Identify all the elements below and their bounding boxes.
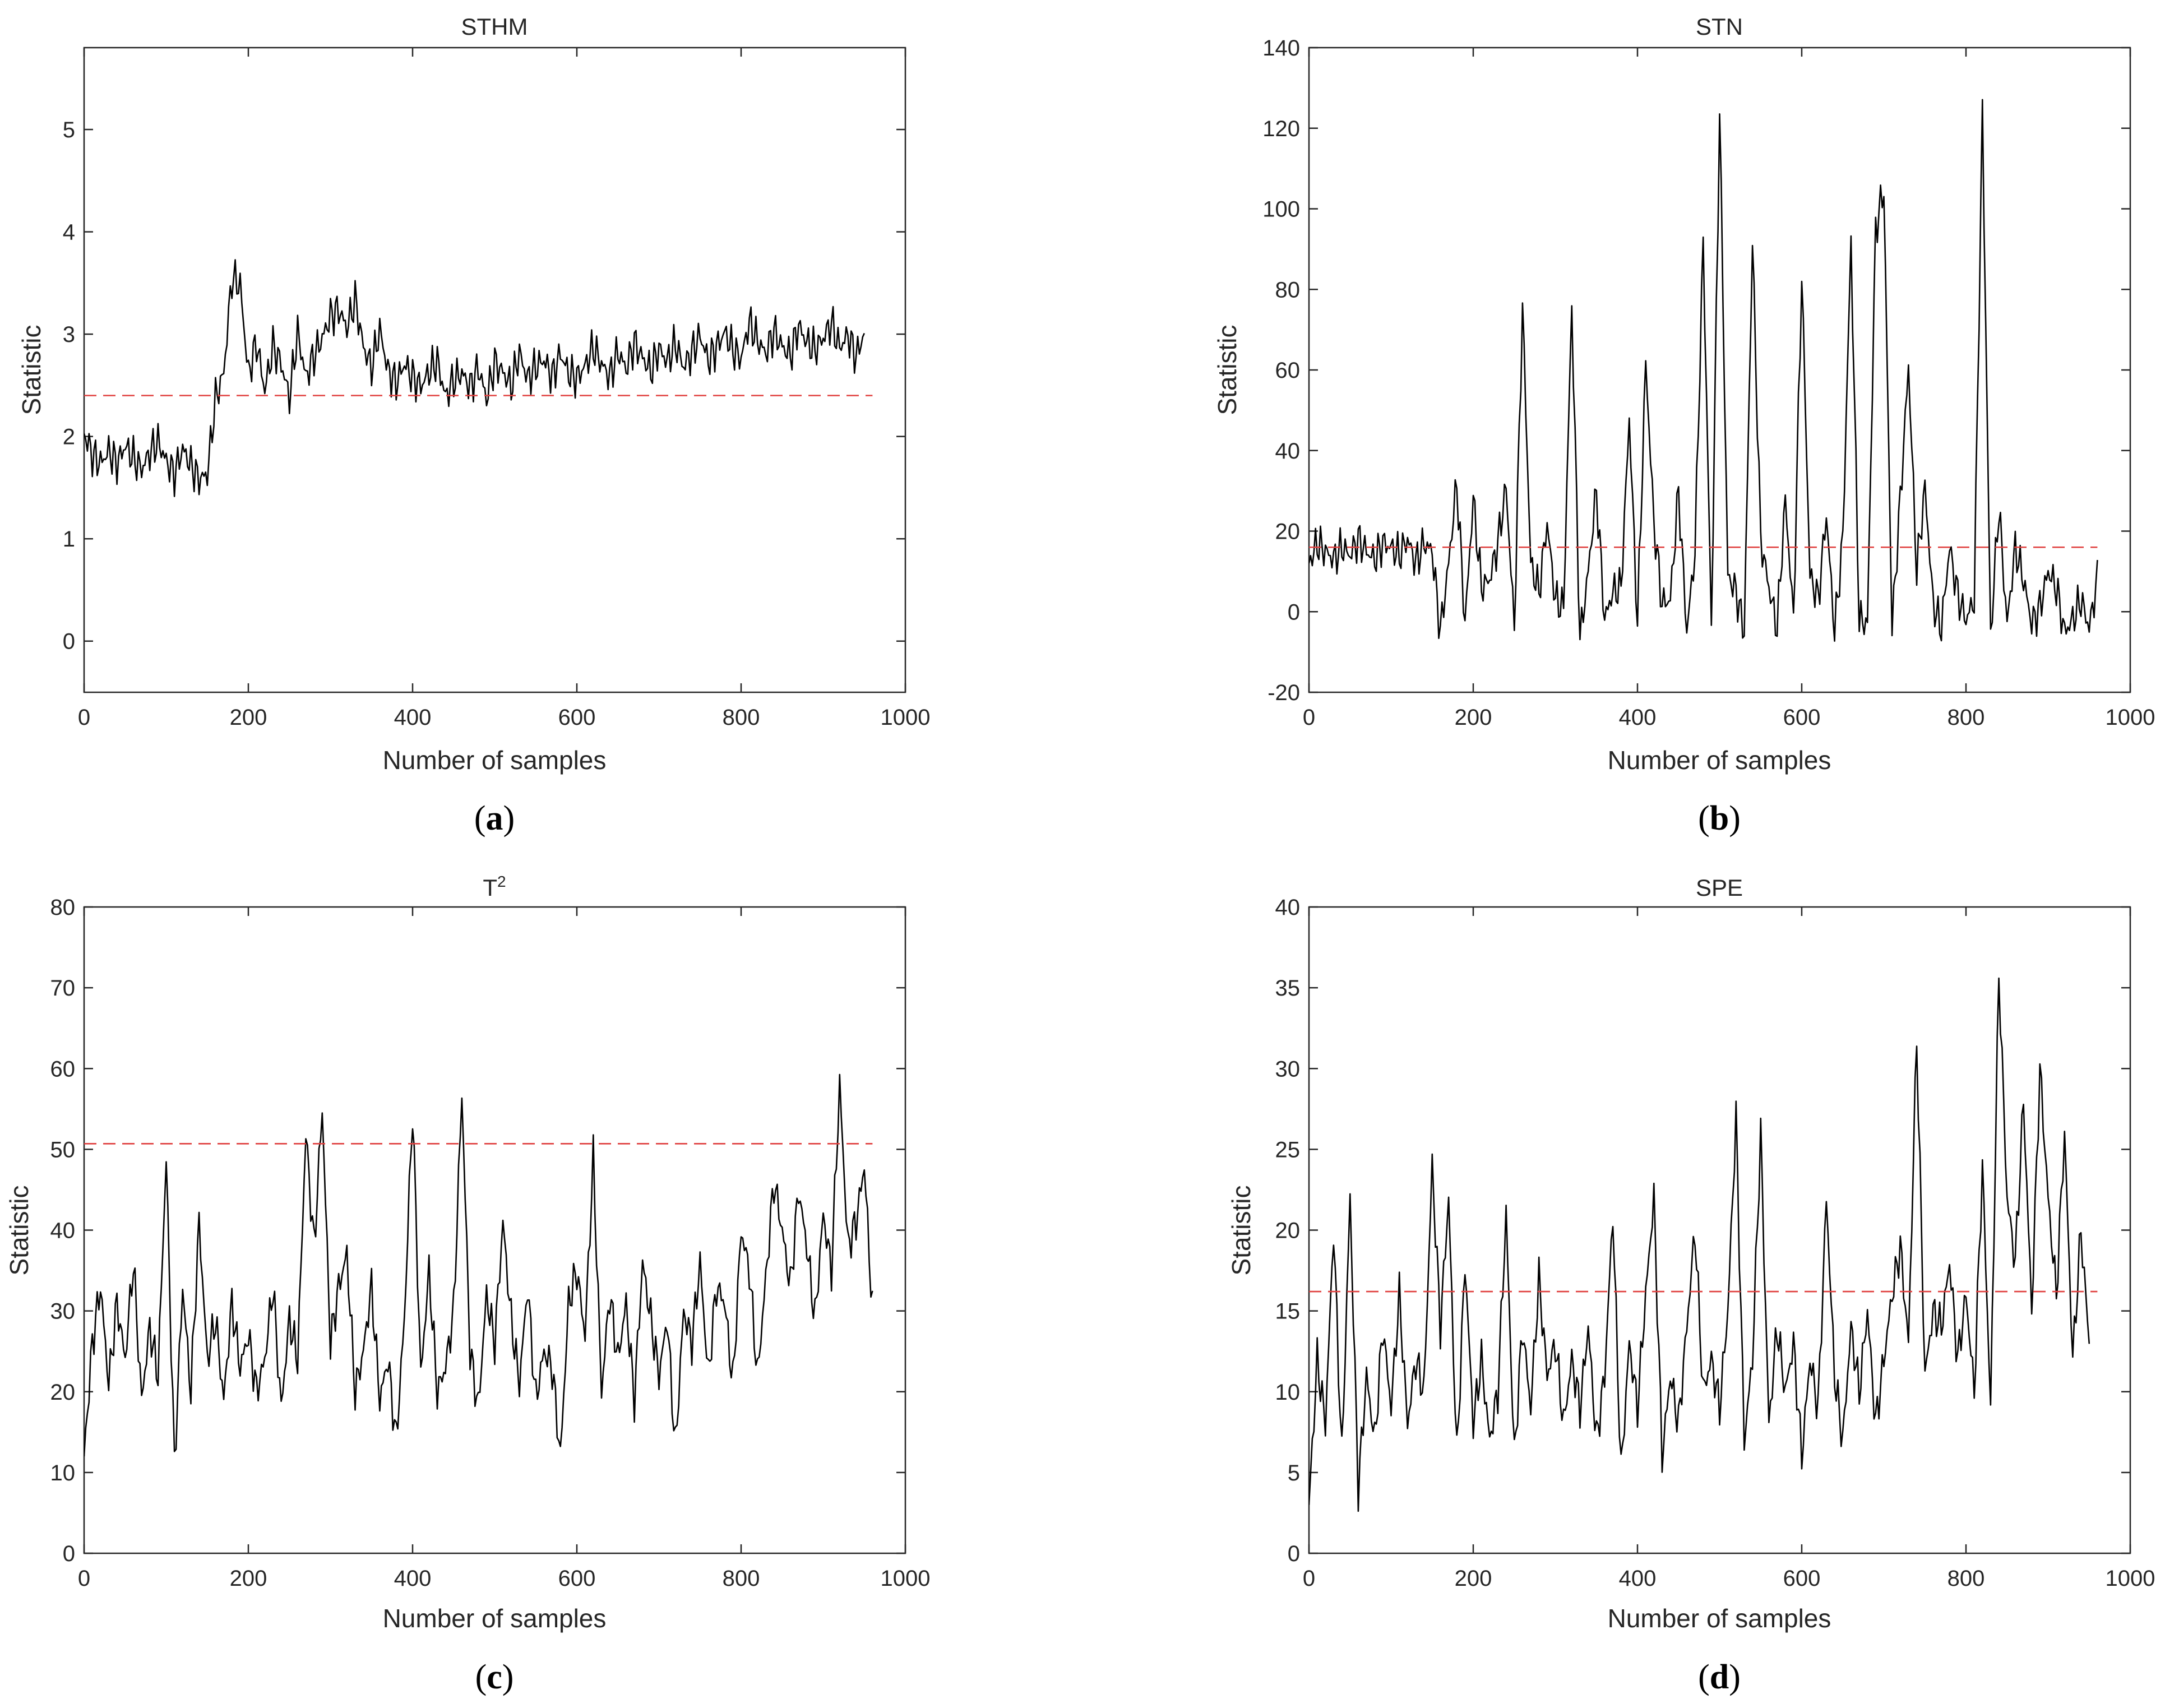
panel-a-xtick-label: 400 xyxy=(394,705,432,730)
panel-a-ytick-label: 1 xyxy=(63,527,75,552)
panel-c-ytick-label: 40 xyxy=(50,1219,76,1243)
panel-a-series-line xyxy=(84,259,865,497)
panel-b-ytick-label: 0 xyxy=(1288,600,1300,624)
panel-a-ytick-label: 2 xyxy=(63,425,75,450)
panel-b-ytick-label: -20 xyxy=(1267,681,1300,705)
panel-c-ytick-label: 70 xyxy=(50,976,76,1001)
panel-c-xtick-label: 0 xyxy=(78,1566,90,1591)
panel-a-ytick-label: 4 xyxy=(63,220,75,245)
panel-d-xtick-label: 1000 xyxy=(2106,1566,2155,1591)
panel-b-caption-letter: b xyxy=(1710,799,1729,837)
panel-c-plot: 0 200 400 600 800 1000 0 10 20 30 40 50 60 70 80 xyxy=(50,895,931,1591)
panel-d-series-line xyxy=(1309,977,2090,1512)
panel-d-ylabel: Statistic xyxy=(1227,1185,1256,1275)
panel-c-ytick-label: 0 xyxy=(63,1542,75,1566)
panel-c-title: T2 xyxy=(483,873,506,901)
panel-a-ytick-label: 3 xyxy=(63,322,75,347)
panel-d-xtick-label: 600 xyxy=(1783,1566,1821,1591)
panel-a-title: STHM xyxy=(461,13,528,40)
panel-d-ytick-label: 5 xyxy=(1288,1461,1300,1485)
panel-a-title-main: STHM xyxy=(461,13,528,40)
panel-b-ytick-label: 140 xyxy=(1262,36,1300,61)
panel-b: STN Statistic Number of samples (b) xyxy=(1213,13,1831,837)
panel-a-caption-letter: a xyxy=(486,799,503,837)
panel-a-ylabel: Statistic xyxy=(17,325,46,415)
panel-c-caption: (c) xyxy=(475,1658,514,1696)
panel-b-ylabel: Statistic xyxy=(1213,325,1242,415)
panel-b-ytick-label: 60 xyxy=(1275,358,1301,383)
panel-d-xlabel: Number of samples xyxy=(1608,1604,1831,1633)
panel-b-series-line xyxy=(1309,99,2098,642)
panel-c-ytick-label: 20 xyxy=(50,1380,76,1405)
panel-b-title: STN xyxy=(1696,13,1743,40)
panel-d-xtick-label: 200 xyxy=(1455,1566,1492,1591)
panel-c-xtick-label: 200 xyxy=(230,1566,267,1591)
panel-a-ytick-label: 5 xyxy=(63,118,75,142)
panel-c-title-main: T xyxy=(483,874,497,901)
panel-c-xlabel: Number of samples xyxy=(383,1604,607,1633)
panel-d-caption-letter: d xyxy=(1710,1658,1729,1696)
panel-a-plot: 0 200 400 600 800 1000 0 1 2 3 4 5 xyxy=(63,47,931,730)
panel-b-xtick-label: 400 xyxy=(1619,705,1657,730)
panel-a-xtick-label: 600 xyxy=(558,705,596,730)
panel-c-ytick-label: 50 xyxy=(50,1137,76,1162)
panel-c-ytick-label: 60 xyxy=(50,1057,76,1081)
panel-d-caption: (d) xyxy=(1698,1658,1741,1696)
panel-a-ytick-label: 0 xyxy=(63,629,75,654)
panel-a-xtick-label: 1000 xyxy=(881,705,931,730)
panel-b-xtick-label: 1000 xyxy=(2106,705,2155,730)
panel-b-ytick-label: 100 xyxy=(1262,197,1300,222)
panel-c-xtick-label: 400 xyxy=(394,1566,432,1591)
panel-d-ytick-label: 15 xyxy=(1275,1299,1301,1324)
panel-a-xtick-label: 0 xyxy=(78,705,90,730)
panel-d-xtick-label: 0 xyxy=(1303,1566,1315,1591)
panel-d-xtick-label: 800 xyxy=(1947,1566,1985,1591)
panel-c-xtick-label: 1000 xyxy=(881,1566,931,1591)
panel-b-title-main: STN xyxy=(1696,13,1743,40)
panel-d-title: SPE xyxy=(1696,874,1743,901)
panel-a-xtick-label: 200 xyxy=(230,705,267,730)
panel-c-caption-letter: c xyxy=(487,1658,502,1696)
panel-c-ytick-label: 10 xyxy=(50,1461,76,1485)
panel-c: T2 Statistic Number of samples (c) xyxy=(4,873,606,1696)
panel-d-xtick-label: 400 xyxy=(1619,1566,1657,1591)
panel-d-plot: 0 200 400 600 800 1000 0 5 10 15 20 25 30 35 40 xyxy=(1275,895,2155,1591)
panel-a-xlabel: Number of samples xyxy=(383,746,607,775)
panel-d-ytick-label: 25 xyxy=(1275,1137,1301,1162)
panel-b-xlabel: Number of samples xyxy=(1608,746,1831,775)
panel-b-xtick-label: 200 xyxy=(1455,705,1492,730)
panel-d-axes-box xyxy=(1308,906,2131,1554)
panel-d-ytick-label: 20 xyxy=(1275,1219,1301,1243)
panel-a-caption: (a) xyxy=(474,799,515,837)
panel-c-ytick-label: 30 xyxy=(50,1299,76,1324)
panel-b-ytick-label: 20 xyxy=(1275,520,1301,544)
panel-d-ytick-label: 0 xyxy=(1288,1542,1300,1566)
panel-d-ytick-label: 40 xyxy=(1275,895,1301,920)
panel-c-ytick-label: 80 xyxy=(50,895,76,920)
panel-c-xtick-label: 600 xyxy=(558,1566,596,1591)
panel-d-ytick-label: 30 xyxy=(1275,1057,1301,1081)
panel-c-series-line xyxy=(84,1073,873,1457)
panel-c-ylabel: Statistic xyxy=(4,1185,34,1275)
panel-d-ytick-label: 35 xyxy=(1275,976,1301,1001)
panel-a-xtick-label: 800 xyxy=(723,705,760,730)
panel-b-ytick-label: 80 xyxy=(1275,277,1301,302)
panel-a: STHM Statistic Number of samples (a) xyxy=(17,13,606,837)
panel-b-xtick-label: 800 xyxy=(1947,705,1985,730)
panel-d-ytick-label: 10 xyxy=(1275,1380,1301,1405)
panel-a-axes-box xyxy=(83,47,906,693)
panel-c-title-sup: 2 xyxy=(497,873,506,890)
panel-d: SPE Statistic Number of samples (d) xyxy=(1227,874,1831,1696)
panel-b-xtick-label: 0 xyxy=(1303,705,1315,730)
panel-b-ytick-label: 40 xyxy=(1275,439,1301,464)
panel-d-title-main: SPE xyxy=(1696,874,1743,901)
panel-b-caption: (b) xyxy=(1698,799,1741,837)
panel-c-xtick-label: 800 xyxy=(723,1566,760,1591)
panel-b-ytick-label: 120 xyxy=(1262,117,1300,141)
panel-b-xtick-label: 600 xyxy=(1783,705,1821,730)
